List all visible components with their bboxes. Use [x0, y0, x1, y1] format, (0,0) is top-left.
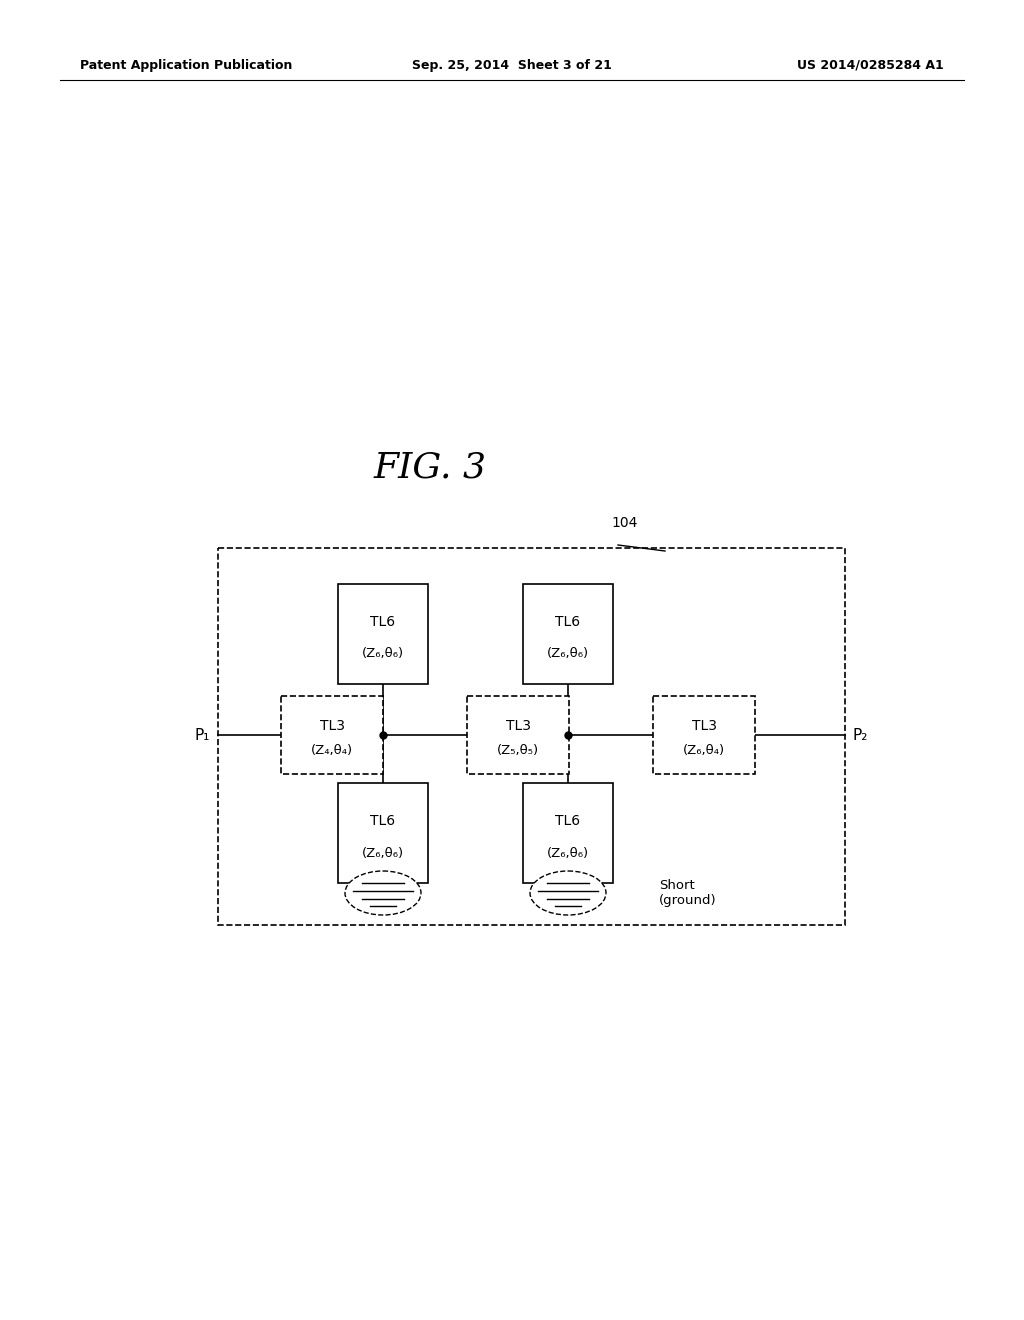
Bar [338, 583, 428, 684]
Bar [523, 583, 613, 684]
Text: (Z₆,θ₆): (Z₆,θ₆) [361, 648, 404, 660]
Text: (Z₆,θ₆): (Z₆,θ₆) [361, 846, 404, 859]
Text: US 2014/0285284 A1: US 2014/0285284 A1 [798, 58, 944, 71]
Text: TL6: TL6 [371, 615, 395, 630]
Text: TL3: TL3 [319, 718, 344, 733]
Bar [653, 696, 755, 774]
Text: (Z₄,θ₄): (Z₄,θ₄) [311, 744, 353, 758]
Text: TL3: TL3 [506, 718, 530, 733]
Text: 104: 104 [611, 516, 638, 531]
Bar [338, 783, 428, 883]
Text: Short
(ground): Short (ground) [659, 879, 717, 907]
Bar [218, 548, 845, 925]
Text: TL6: TL6 [555, 814, 581, 828]
Ellipse shape [530, 871, 606, 915]
Bar [281, 696, 383, 774]
Text: (Z₆,θ₆): (Z₆,θ₆) [547, 846, 589, 859]
Text: P₂: P₂ [853, 727, 868, 742]
Text: Sep. 25, 2014  Sheet 3 of 21: Sep. 25, 2014 Sheet 3 of 21 [412, 58, 612, 71]
Text: (Z₆,θ₆): (Z₆,θ₆) [547, 648, 589, 660]
Text: P₁: P₁ [195, 727, 210, 742]
Bar [467, 696, 569, 774]
Text: (Z₆,θ₄): (Z₆,θ₄) [683, 744, 725, 758]
Text: TL6: TL6 [371, 814, 395, 828]
Text: (Z₅,θ₅): (Z₅,θ₅) [497, 744, 539, 758]
Text: TL6: TL6 [555, 615, 581, 630]
Ellipse shape [345, 871, 421, 915]
Text: Patent Application Publication: Patent Application Publication [80, 58, 293, 71]
Text: TL3: TL3 [691, 718, 717, 733]
Text: FIG. 3: FIG. 3 [374, 451, 486, 484]
Bar [523, 783, 613, 883]
